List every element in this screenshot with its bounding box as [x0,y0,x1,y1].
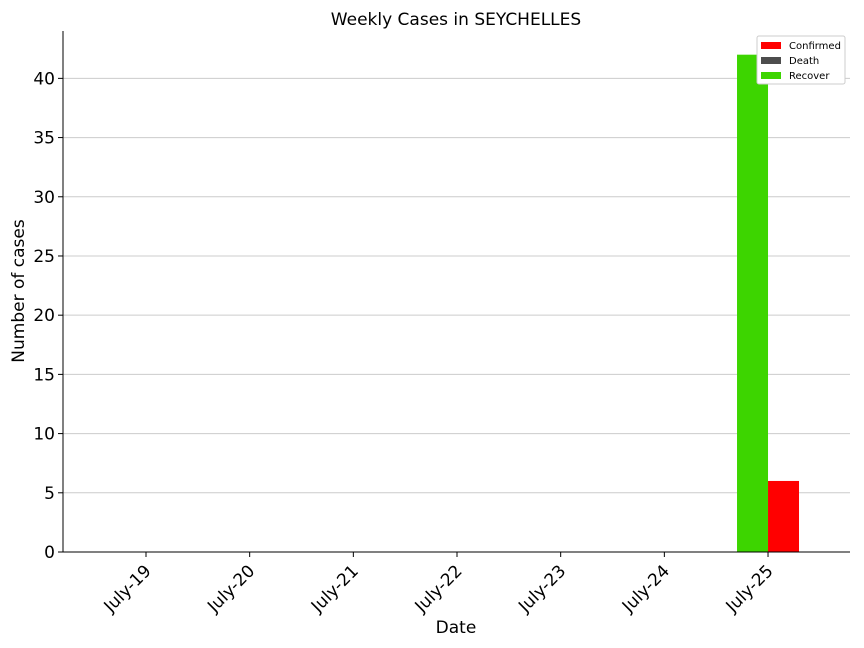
legend-swatch-confirmed [761,42,781,49]
y-ticks: 0 5 10 15 20 25 30 35 40 [33,69,63,563]
y-tick-label: 35 [33,129,55,149]
gridlines [63,77,850,494]
legend-label-recover: Recover [789,71,830,82]
legend-swatch-death [761,57,781,64]
legend: Confirmed Death Recover [756,35,846,85]
y-tick-label: 20 [33,306,55,326]
y-axis-label: Number of cases [9,219,29,363]
y-tick-label: 25 [33,247,55,267]
x-tick-label: July-22 [411,561,467,617]
x-tick-label: July-20 [203,561,259,617]
x-tick-label: July-24 [618,561,674,617]
x-tick-label: July-25 [722,561,778,617]
legend-label-death: Death [789,56,819,67]
legend-swatch-recover [761,72,781,79]
bar-confirmed-July-25 [768,480,800,552]
x-axis-label: Date [436,618,477,638]
y-tick-label: 5 [44,484,55,504]
y-tick-label: 15 [33,365,55,385]
y-tick-label: 40 [33,69,55,89]
x-tick-label: July-19 [100,561,156,617]
chart-title: Weekly Cases in SEYCHELLES [331,10,581,30]
bars [737,54,800,552]
y-tick-label: 0 [44,543,55,563]
legend-label-confirmed: Confirmed [789,41,841,52]
y-tick-label: 10 [33,425,55,445]
x-tick-label: July-23 [514,561,570,617]
y-tick-label: 30 [33,188,55,208]
x-ticks: July-19 July-20 July-21 July-22 July-23 July-… [100,552,778,617]
bar-recover-July-25 [737,54,769,552]
x-tick-label: July-21 [307,561,363,617]
